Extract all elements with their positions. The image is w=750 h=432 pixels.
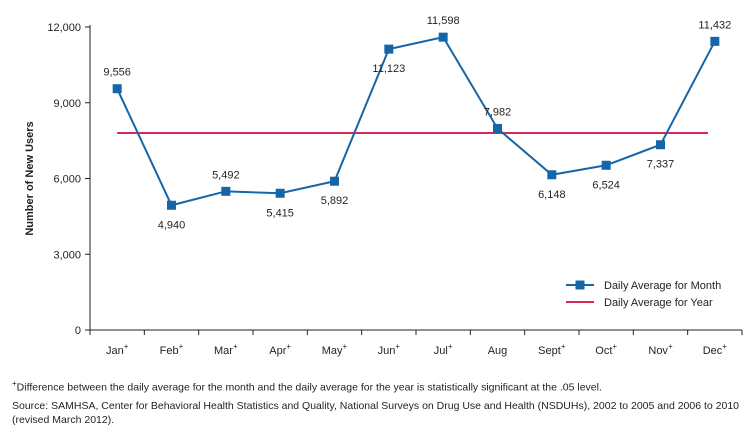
data-point-marker bbox=[656, 140, 665, 150]
x-tick-label: Aug bbox=[488, 345, 508, 357]
footnote-marker: + bbox=[12, 379, 17, 388]
legend-year-label: Daily Average for Year bbox=[604, 297, 713, 309]
data-label: 5,892 bbox=[321, 195, 349, 207]
data-label: 7,337 bbox=[647, 159, 675, 171]
x-tick-label: Nov+ bbox=[648, 342, 673, 357]
data-point-marker bbox=[330, 176, 339, 186]
x-tick-label: Jun+ bbox=[378, 342, 401, 357]
data-label: 6,148 bbox=[538, 189, 566, 201]
x-tick-label: Feb+ bbox=[160, 342, 184, 357]
data-point-marker bbox=[547, 170, 557, 180]
data-label: 7,982 bbox=[484, 106, 512, 118]
x-tick-label: May+ bbox=[322, 342, 348, 357]
data-point-marker bbox=[275, 188, 285, 198]
x-tick-label: Dec+ bbox=[703, 342, 728, 357]
data-label: 5,415 bbox=[266, 207, 294, 219]
data-label: 11,123 bbox=[372, 63, 405, 75]
y-tick-label: 0 bbox=[75, 325, 81, 337]
x-tick-label: Jan+ bbox=[106, 342, 129, 357]
x-tick-label: Apr+ bbox=[269, 342, 291, 357]
data-point-marker bbox=[710, 36, 720, 46]
data-point-marker bbox=[601, 160, 611, 170]
data-label: 11,598 bbox=[427, 15, 460, 27]
data-label: 6,524 bbox=[592, 179, 620, 191]
y-tick-label: 12,000 bbox=[47, 22, 81, 34]
data-point-marker bbox=[384, 44, 394, 54]
data-point-marker bbox=[167, 200, 176, 210]
source-note: Source: SAMHSA, Center for Behavioral He… bbox=[12, 400, 740, 426]
footnotes: +Difference between the daily average fo… bbox=[12, 377, 742, 432]
x-tick-label: Mar+ bbox=[214, 342, 238, 357]
legend-month-marker bbox=[575, 280, 585, 290]
data-label: 11,432 bbox=[698, 19, 731, 31]
data-point-marker bbox=[112, 84, 122, 94]
data-label: 4,940 bbox=[158, 219, 186, 231]
data-point-marker bbox=[493, 123, 502, 133]
y-axis-title: Number of New Users bbox=[24, 121, 36, 235]
data-label: 5,492 bbox=[212, 169, 240, 181]
data-label: 9,556 bbox=[103, 67, 131, 79]
x-tick-label: Jul+ bbox=[434, 342, 453, 357]
significance-footnote: +Difference between the daily average fo… bbox=[12, 377, 742, 395]
data-point-marker bbox=[221, 186, 231, 196]
y-tick-label: 3,000 bbox=[53, 249, 81, 261]
footnote-text: Difference between the daily average for… bbox=[16, 381, 602, 394]
legend-month-label: Daily Average for Month bbox=[604, 280, 721, 292]
month-average-line bbox=[116, 36, 716, 207]
x-tick-label: Sept+ bbox=[538, 342, 566, 357]
y-tick-label: 9,000 bbox=[53, 98, 81, 110]
data-point-marker bbox=[438, 32, 448, 42]
x-tick-label: Oct+ bbox=[595, 342, 617, 357]
line-chart: 0 3,000 6,000 9,000 12,000 Number of New User… bbox=[24, 15, 743, 357]
y-tick-label: 6,000 bbox=[53, 174, 81, 186]
